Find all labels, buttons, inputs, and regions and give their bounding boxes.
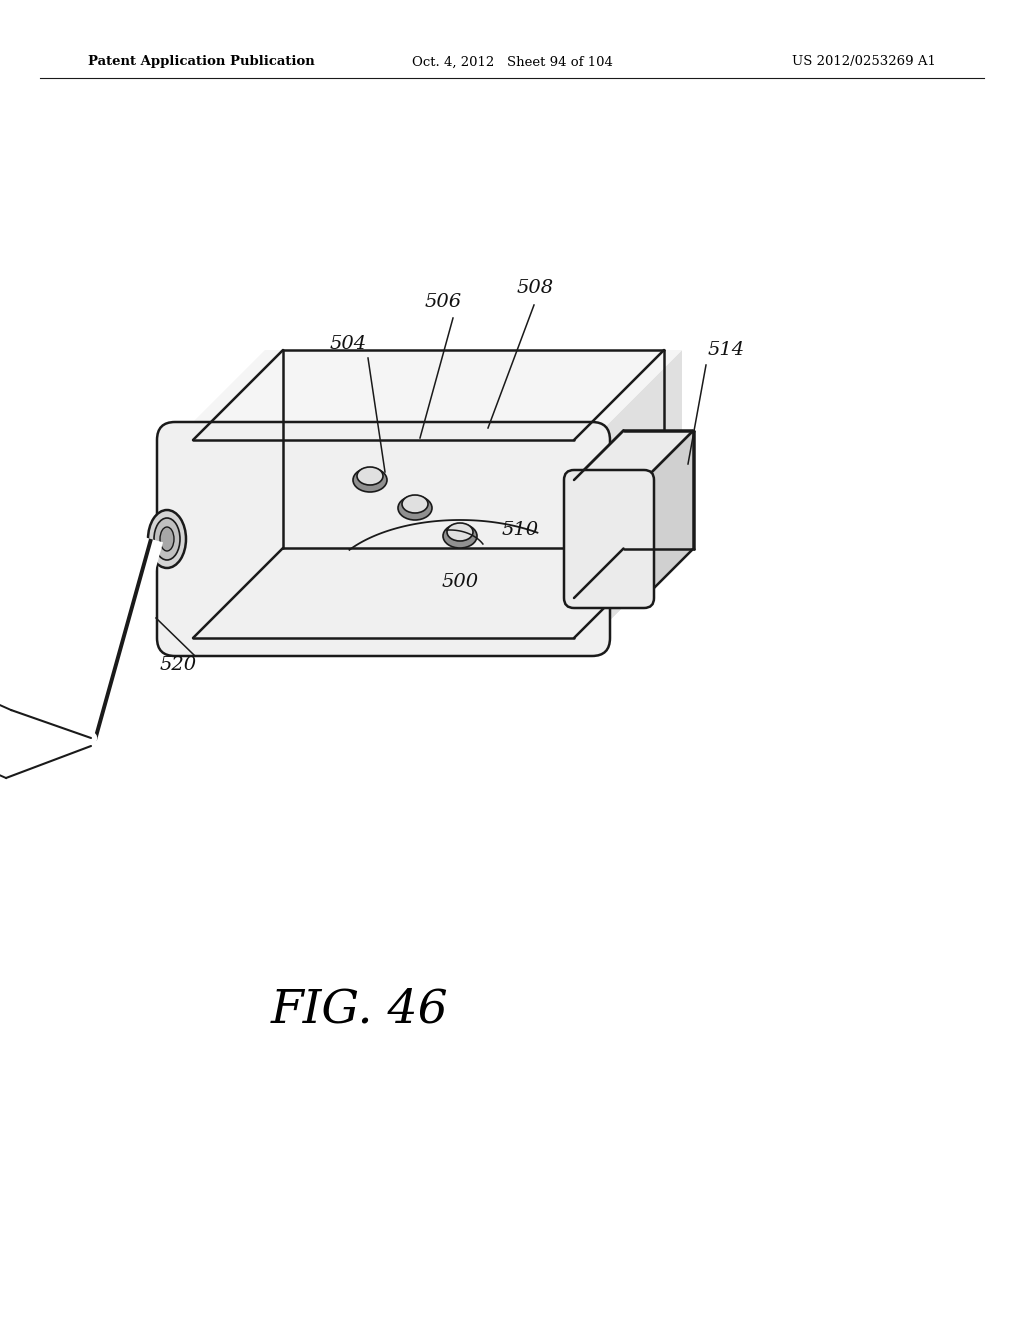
Text: 514: 514 (708, 341, 744, 359)
Text: 508: 508 (516, 279, 554, 297)
Ellipse shape (148, 510, 186, 568)
FancyBboxPatch shape (157, 422, 610, 656)
Ellipse shape (160, 527, 174, 550)
Polygon shape (574, 430, 693, 480)
Text: US 2012/0253269 A1: US 2012/0253269 A1 (793, 55, 936, 69)
Ellipse shape (447, 523, 473, 541)
Ellipse shape (357, 467, 383, 484)
Polygon shape (592, 350, 682, 638)
Polygon shape (644, 430, 693, 598)
Ellipse shape (443, 524, 477, 548)
Ellipse shape (353, 469, 387, 492)
Text: Patent Application Publication: Patent Application Publication (88, 55, 314, 69)
Text: 500: 500 (441, 573, 478, 591)
FancyBboxPatch shape (564, 470, 654, 609)
Text: 520: 520 (160, 656, 197, 675)
Polygon shape (175, 548, 682, 638)
Text: Oct. 4, 2012   Sheet 94 of 104: Oct. 4, 2012 Sheet 94 of 104 (412, 55, 612, 69)
Text: 504: 504 (330, 335, 367, 352)
Text: FIG. 46: FIG. 46 (271, 987, 449, 1032)
Ellipse shape (154, 517, 180, 560)
Text: 510: 510 (502, 521, 539, 539)
Polygon shape (175, 350, 682, 440)
Ellipse shape (398, 496, 432, 520)
Text: 506: 506 (424, 293, 462, 312)
Ellipse shape (402, 495, 428, 513)
